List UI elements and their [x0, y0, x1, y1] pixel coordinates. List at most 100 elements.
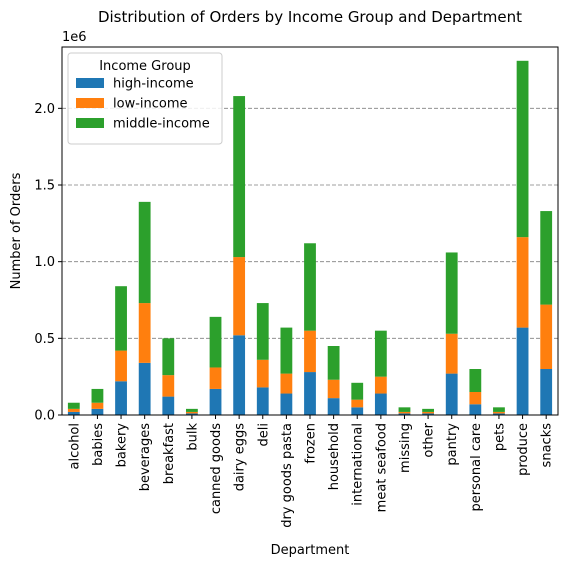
x-tick-label: breakfast [162, 423, 177, 484]
legend-label: middle-income [113, 117, 210, 132]
x-tick-label: pantry [445, 423, 460, 466]
bar-segment [493, 411, 505, 414]
x-tick-label: deli [256, 423, 271, 446]
bar-segment [374, 330, 387, 377]
x-tick-label: meat seafood [374, 423, 389, 512]
bar-segment [304, 372, 316, 415]
x-tick-label: personal care [469, 423, 484, 511]
x-tick-label: household [327, 423, 342, 490]
x-tick-label: snacks [540, 423, 555, 468]
bar-segment [162, 375, 175, 397]
chart-title: Distribution of Orders by Income Group a… [98, 8, 522, 26]
bar-segment [422, 408, 434, 412]
bar-segment [67, 411, 80, 415]
bar-segment [280, 393, 293, 415]
bar-segment [351, 382, 364, 400]
y-tick-label: 1.0 [34, 255, 55, 270]
bar-segment [115, 381, 127, 415]
legend-label: high-income [113, 77, 194, 92]
x-tick-label: dry goods pasta [280, 423, 295, 528]
bar-segment [540, 369, 553, 415]
bar-segment [516, 60, 529, 238]
bar-segment [445, 373, 458, 415]
bar-segment [138, 362, 151, 415]
bar-segment [91, 402, 104, 409]
bar-segment [445, 252, 458, 334]
x-tick-label: beverages [138, 423, 153, 492]
bar-segment [540, 304, 553, 369]
legend-swatch [76, 118, 104, 128]
bar-segment [280, 373, 293, 394]
bar-segment [138, 201, 151, 304]
x-tick-label: bakery [115, 423, 130, 468]
bar-segment [280, 327, 293, 374]
legend-items: high-income low-income middle-income [76, 77, 210, 132]
bar-segment [233, 335, 246, 415]
x-tick-label: dairy eggs [233, 423, 248, 492]
bar-segment [256, 387, 269, 415]
bar-segment [304, 243, 316, 331]
bar-segment [233, 257, 246, 336]
bar-segment [256, 359, 269, 388]
legend-swatch [76, 78, 104, 88]
x-tick-label: other [422, 422, 437, 457]
bar-segment [91, 388, 104, 403]
bar-segment [374, 393, 387, 415]
bar-segment [493, 413, 505, 415]
legend: Income Group high-income low-income middle… [67, 52, 223, 145]
bar-segment [398, 411, 411, 414]
bar-segment [469, 369, 482, 392]
bar-segment [422, 411, 434, 414]
bar-segment [398, 407, 411, 412]
bar-segment [186, 411, 198, 414]
y-axis-label: Number of Orders [9, 172, 24, 289]
bar-segment [186, 413, 198, 415]
bar-segment [469, 404, 482, 415]
legend-title: Income Group [99, 59, 191, 74]
x-axis-ticks: alcohol babies bakery beverages breakfast bul… [67, 415, 555, 528]
bars-group [67, 60, 553, 415]
bar-segment [304, 330, 316, 373]
bar-segment [256, 303, 269, 360]
bar-segment [67, 408, 80, 412]
bar-segment [374, 376, 387, 394]
legend-swatch [76, 98, 104, 108]
bar-segment [67, 402, 80, 409]
bar-segment [327, 398, 340, 415]
y-tick-label: 2.0 [34, 102, 55, 117]
bar-segment [209, 388, 222, 415]
y-tick-label: 1.5 [34, 179, 55, 194]
bar-segment [540, 211, 553, 305]
bar-segment [469, 392, 482, 405]
y-tick-label: 0.0 [34, 409, 55, 424]
bar-segment [91, 408, 104, 415]
bar-segment [327, 379, 340, 399]
x-axis-label: Department [271, 543, 350, 558]
y-scale-label: 1e6 [62, 30, 87, 45]
bar-segment [162, 338, 175, 376]
legend-label: low-income [113, 97, 188, 112]
y-tick-label: 0.5 [34, 332, 55, 347]
bar-segment [138, 303, 151, 363]
bar-segment [516, 327, 529, 415]
bar-segment [233, 96, 246, 258]
x-tick-label: produce [516, 423, 531, 476]
x-tick-label: canned goods [209, 423, 224, 514]
x-tick-label: frozen [304, 423, 319, 464]
bar-segment [398, 413, 411, 415]
bar-segment [115, 286, 127, 351]
bar-segment [162, 396, 175, 415]
bar-segment [327, 346, 340, 380]
bar-segment [516, 237, 529, 328]
bar-segment [493, 407, 505, 412]
bar-segment [115, 350, 127, 382]
bar-segment [351, 399, 364, 408]
x-tick-label: babies [91, 423, 106, 466]
legend-box [67, 52, 223, 145]
bar-segment [351, 407, 364, 415]
x-tick-label: missing [398, 423, 413, 473]
bar-segment [186, 408, 198, 412]
x-tick-label: pets [492, 423, 507, 451]
bar-segment [445, 333, 458, 374]
